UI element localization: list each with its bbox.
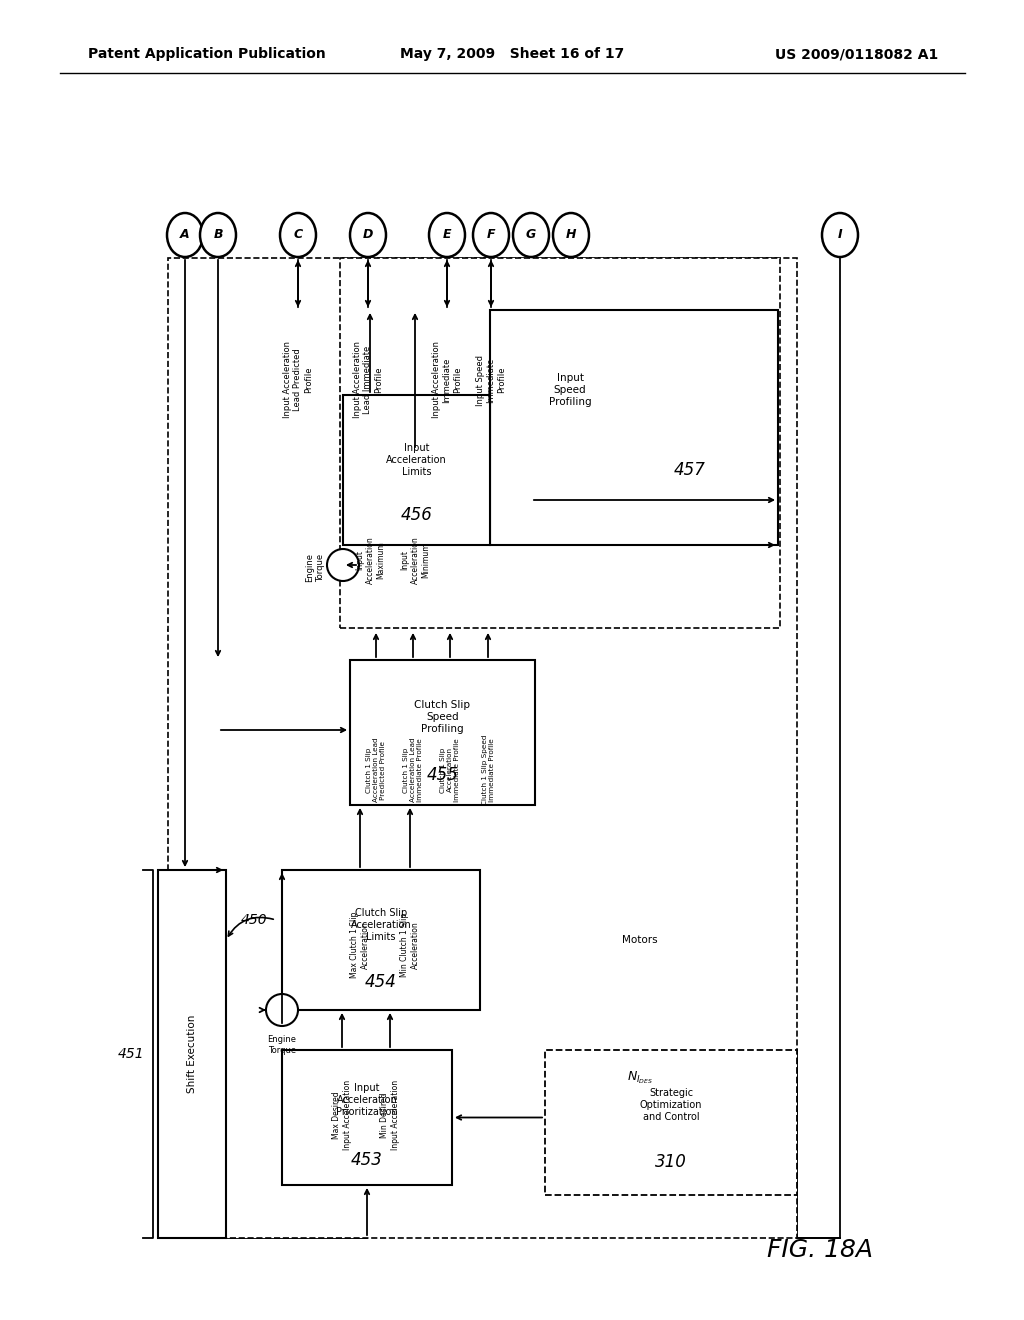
Text: Min Desired
Input Acceleration: Min Desired Input Acceleration	[380, 1080, 399, 1150]
Text: Patent Application Publication: Patent Application Publication	[88, 48, 326, 61]
Text: Clutch Slip
Speed
Profiling: Clutch Slip Speed Profiling	[415, 701, 470, 734]
Ellipse shape	[167, 213, 203, 257]
Text: 455: 455	[427, 766, 459, 784]
Text: Strategic
Optimization
and Control: Strategic Optimization and Control	[640, 1089, 702, 1122]
Text: Clutch Slip
Acceleration
Limits: Clutch Slip Acceleration Limits	[350, 908, 412, 941]
Text: F: F	[486, 228, 496, 242]
Text: D: D	[362, 228, 373, 242]
Bar	[340, 257, 780, 628]
Text: Motors: Motors	[623, 935, 657, 945]
Bar	[545, 1049, 797, 1195]
Text: Input Acceleration
Immediate
Profile: Input Acceleration Immediate Profile	[432, 342, 462, 418]
Ellipse shape	[513, 213, 549, 257]
Text: B: B	[213, 228, 223, 242]
Text: Input
Acceleration
Minimum: Input Acceleration Minimum	[400, 536, 430, 583]
Text: 451: 451	[118, 1047, 144, 1061]
Text: Min Clutch 1 Slip
Acceleration: Min Clutch 1 Slip Acceleration	[400, 913, 420, 977]
Bar	[350, 660, 535, 805]
Bar	[168, 257, 797, 1238]
Ellipse shape	[553, 213, 589, 257]
Ellipse shape	[280, 213, 316, 257]
Text: C: C	[294, 228, 302, 242]
Text: 450: 450	[241, 913, 267, 927]
Text: Clutch 1 Slip
Acceleration Lead
Immediate Profile: Clutch 1 Slip Acceleration Lead Immediat…	[403, 738, 423, 803]
Text: Clutch 1 Slip
Acceleration
Immediate Profile: Clutch 1 Slip Acceleration Immediate Pro…	[440, 738, 460, 801]
Bar	[490, 310, 778, 545]
Text: Input Acceleration
Lead Predicted
Profile: Input Acceleration Lead Predicted Profil…	[283, 342, 313, 418]
Text: Input
Acceleration
Maximum: Input Acceleration Maximum	[355, 536, 385, 583]
Text: Input
Speed
Profiling: Input Speed Profiling	[549, 374, 591, 407]
Text: $N_{I_{DES}}$: $N_{I_{DES}}$	[627, 1069, 653, 1086]
Text: Max Clutch 1 Slip
Acceleration: Max Clutch 1 Slip Acceleration	[350, 912, 370, 978]
Text: A: A	[180, 228, 189, 242]
Text: G: G	[526, 228, 537, 242]
Text: 457: 457	[674, 461, 706, 479]
Text: 456: 456	[400, 506, 432, 524]
Text: H: H	[565, 228, 577, 242]
Circle shape	[266, 994, 298, 1026]
Ellipse shape	[473, 213, 509, 257]
Text: Input Speed
Immediate
Profile: Input Speed Immediate Profile	[476, 355, 506, 405]
Bar	[282, 870, 480, 1010]
Text: Input
Acceleration
Limits: Input Acceleration Limits	[386, 444, 446, 477]
Bar	[282, 1049, 452, 1185]
Text: 454: 454	[366, 973, 397, 991]
Text: May 7, 2009   Sheet 16 of 17: May 7, 2009 Sheet 16 of 17	[400, 48, 624, 61]
Text: Clutch 1 Slip Speed
Immediate Profile: Clutch 1 Slip Speed Immediate Profile	[481, 735, 495, 805]
Text: I: I	[838, 228, 843, 242]
Text: Clutch 1 Slip
Acceleration Lead
Predicted Profile: Clutch 1 Slip Acceleration Lead Predicte…	[366, 738, 386, 803]
Ellipse shape	[200, 213, 236, 257]
Text: 310: 310	[655, 1152, 687, 1171]
Text: Max Desired
Input Acceleration: Max Desired Input Acceleration	[333, 1080, 351, 1150]
Text: Input Acceleration
Lead Immediate
Profile: Input Acceleration Lead Immediate Profil…	[353, 342, 383, 418]
Text: 453: 453	[351, 1151, 383, 1170]
Bar	[158, 870, 226, 1238]
Text: Engine
Torque: Engine Torque	[267, 1035, 297, 1055]
Ellipse shape	[822, 213, 858, 257]
Bar	[343, 395, 490, 545]
Circle shape	[327, 549, 359, 581]
Text: Engine
Torque: Engine Torque	[305, 553, 325, 582]
Text: FIG. 18A: FIG. 18A	[767, 1238, 873, 1262]
Ellipse shape	[350, 213, 386, 257]
Text: E: E	[442, 228, 452, 242]
Text: Shift Execution: Shift Execution	[187, 1015, 197, 1093]
Text: Input
Acceleration
Prioritization: Input Acceleration Prioritization	[336, 1084, 397, 1117]
Text: US 2009/0118082 A1: US 2009/0118082 A1	[775, 48, 938, 61]
Ellipse shape	[429, 213, 465, 257]
